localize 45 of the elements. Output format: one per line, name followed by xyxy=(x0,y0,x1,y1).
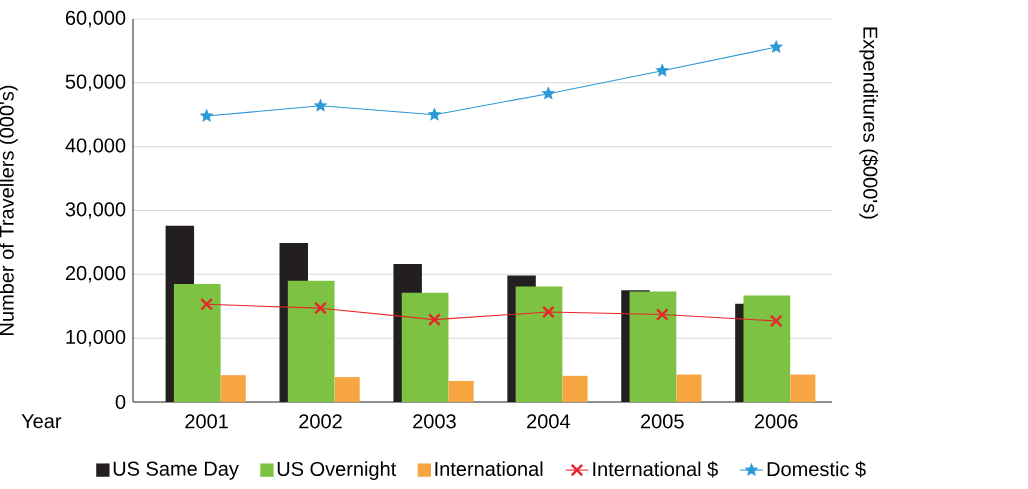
x-tick-label: 2006 xyxy=(754,414,798,429)
bar xyxy=(562,375,588,402)
y-tick-label: 30,000 xyxy=(65,202,126,219)
point xyxy=(427,107,442,121)
point xyxy=(313,98,328,112)
point xyxy=(655,308,669,321)
y-tick-label: 50,000 xyxy=(65,74,126,92)
x-tick-label: 2001 xyxy=(185,414,228,429)
y-tick-label: 10,000 xyxy=(66,329,126,347)
y-tick-label: 60,000 xyxy=(65,10,126,28)
y-tick-label: 40,000 xyxy=(65,138,126,155)
point xyxy=(200,297,213,311)
bar xyxy=(790,374,816,402)
point xyxy=(541,86,556,100)
x-tick-label: 2004 xyxy=(527,414,570,429)
legend-label: US Overnight xyxy=(277,461,397,480)
bar xyxy=(287,280,335,402)
point xyxy=(769,314,783,328)
legend-label: International xyxy=(435,461,543,477)
y2-axis-title: Expenditures ($000's) xyxy=(859,27,879,219)
x-tick-label: 2003 xyxy=(413,414,456,429)
bar xyxy=(629,291,677,402)
bar xyxy=(401,292,449,402)
bar xyxy=(743,295,791,402)
legend-label: Domestic $ xyxy=(767,461,866,478)
point xyxy=(199,108,214,122)
bar xyxy=(334,377,360,402)
x-axis-title: Year xyxy=(21,414,62,429)
point xyxy=(314,301,327,315)
y-tick-label: 20,000 xyxy=(65,266,126,283)
bar xyxy=(676,374,702,402)
point xyxy=(428,313,441,327)
bar xyxy=(173,283,221,402)
x-tick-label: 2002 xyxy=(299,414,342,429)
y-tick-label: 0 xyxy=(115,394,126,410)
bar xyxy=(515,286,563,402)
y-axis-title: Number of Travellers (000's) xyxy=(0,85,18,335)
x-tick-label: 2005 xyxy=(641,414,684,429)
legend-label: US Same Day xyxy=(113,461,239,480)
bar xyxy=(448,380,474,402)
point xyxy=(769,39,784,54)
legend-label: International $ xyxy=(593,461,718,478)
bar xyxy=(220,375,246,402)
point xyxy=(541,305,555,319)
point xyxy=(655,63,670,77)
